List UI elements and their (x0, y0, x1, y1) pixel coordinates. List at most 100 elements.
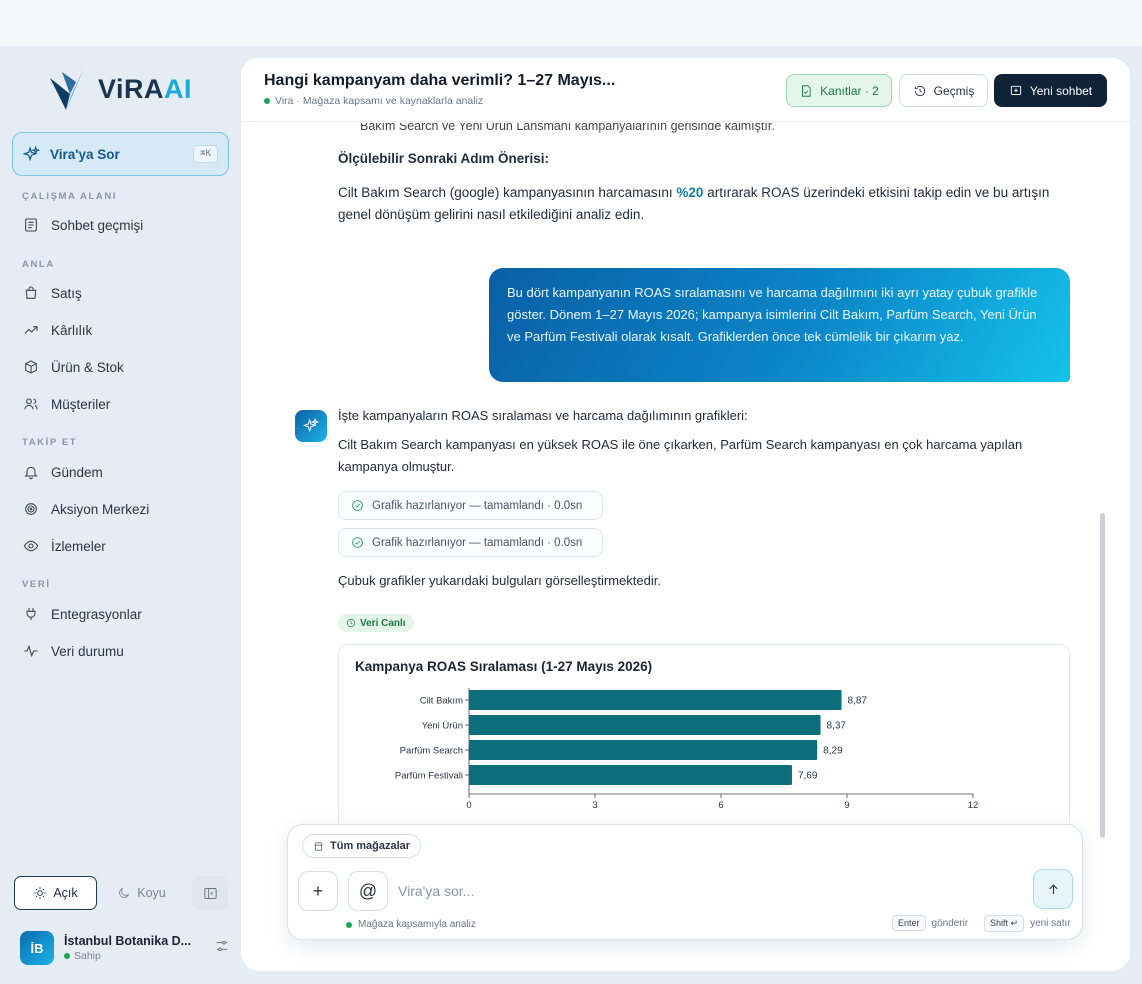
sidebar: ViRAAI Vira'ya Sor ⌘K ÇALIŞMA ALANI Sohb… (0, 46, 240, 984)
sidebar-item-label: Entegrasyonlar (51, 606, 142, 622)
data-label: 8,37 (827, 721, 847, 732)
data-label: 8,29 (823, 746, 843, 757)
user-card[interactable]: İB İstanbul Botanika D... Sahip (20, 928, 230, 968)
status-dot (346, 921, 352, 928)
x-tick-label: 9 (844, 800, 849, 811)
y-tick-label: Parfüm Festivali (395, 771, 463, 782)
sidebar-item-action-center[interactable]: Aksiyon Merkezi (12, 494, 229, 524)
box-icon (25, 360, 37, 374)
ask-vira-button[interactable]: Vira'ya Sor ⌘K (12, 132, 229, 176)
sidebar-item-label: Ürün & Stok (51, 359, 124, 375)
check-circle-icon (352, 537, 363, 548)
chart-title: Kampanya ROAS Sıralaması (1-27 Mayıs 202… (355, 659, 653, 674)
shift-hint-text: yeni satır (1030, 918, 1071, 929)
section-track: TAKİP ET (22, 437, 78, 448)
x-tick-label: 6 (718, 800, 723, 811)
store-scope-chip[interactable]: Tüm mağazalar (302, 834, 422, 858)
section-workspace: ÇALIŞMA ALANI (22, 191, 118, 202)
sidebar-item-integrations[interactable]: Entegrasyonlar (12, 599, 229, 629)
avatar: İB (20, 931, 54, 965)
collapse-sidebar-button[interactable] (192, 876, 228, 910)
sidebar-item-label: Satış (51, 285, 82, 301)
history-icon (914, 85, 925, 96)
mention-button[interactable]: @ (348, 871, 388, 911)
scrollbar[interactable] (1100, 513, 1105, 838)
plus-icon: + (312, 880, 324, 901)
y-tick-label: Parfüm Search (400, 746, 463, 757)
logo-text: ViRAAI (98, 73, 193, 104)
ask-vira-label: Vira'ya Sor (50, 146, 120, 162)
new-chat-icon (1010, 85, 1021, 95)
document-check-icon (802, 84, 811, 97)
store-chip-label: Tüm mağazalar (330, 840, 411, 852)
evidence-button[interactable]: Kanıtlar · 2 (786, 74, 892, 107)
roas-chart-card: Kampanya ROAS Sıralaması (1-27 Mayıs 202… (338, 644, 1070, 823)
data-label: 7,69 (798, 771, 818, 782)
user-role-label: Sahip (74, 950, 101, 962)
tool-status-pill: Grafik hazırlanıyor — tamamlandı · 0.0sn (338, 491, 603, 520)
section-data: VERİ (22, 579, 51, 590)
sidebar-item-label: Gündem (51, 464, 103, 480)
status-dot (264, 98, 270, 104)
pulse-icon (24, 644, 38, 658)
logo: ViRAAI (46, 64, 192, 114)
bot-outro: Çubuk grafikler yukarıdaki bulguları gör… (338, 573, 661, 588)
shortcut-badge: ⌘K (193, 145, 218, 163)
subtitle-text: Vira · Mağaza kapsamı ve kaynaklarla ana… (275, 95, 484, 107)
page-title: Hangi kampanyam daha verimli? 1–27 Mayıs… (264, 72, 616, 89)
x-tick-label: 3 (592, 800, 597, 811)
check-circle-icon (352, 500, 363, 511)
data-label: 8,87 (848, 696, 868, 707)
chart-bar (469, 715, 821, 735)
user-role: Sahip (64, 950, 204, 962)
section-understand: ANLA (22, 259, 55, 270)
bot-intro: İşte kampanyaların ROAS sıralaması ve ha… (338, 408, 748, 423)
enter-hint-text: gönderir (931, 917, 969, 929)
page-subtitle: Vira · Mağaza kapsamı ve kaynaklarla ana… (264, 95, 483, 107)
history-button[interactable]: Geçmiş (899, 74, 988, 107)
enter-key: Enter (892, 915, 926, 931)
arrow-up-icon (1048, 883, 1058, 894)
enter-hint: Enter gönderir (892, 915, 968, 931)
bot-insight: Cilt Bakım Search kampanyası en yüksek R… (338, 437, 1023, 474)
live-badge-label: Veri Canlı (360, 617, 406, 629)
sidebar-item-label: Kârlılık (51, 322, 93, 338)
theme-toggle: Açık Koyu (14, 876, 182, 910)
sidebar-item-label: Müşteriler (51, 396, 111, 412)
sidebar-item-profitability[interactable]: Kârlılık (12, 315, 229, 345)
theme-dark-label: Koyu (137, 886, 166, 900)
chat-header: Hangi kampanyam daha verimli? 1–27 Mayıs… (241, 58, 1130, 122)
settings-sliders-icon[interactable] (214, 938, 230, 959)
plug-icon (26, 608, 36, 620)
user-meta: İstanbul Botanika D... Sahip (64, 934, 204, 962)
shift-hint: Shift ↵ yeni satır (984, 915, 1071, 932)
chat-list-icon (25, 218, 37, 232)
at-sign-icon: @ (358, 880, 378, 901)
eye-icon (23, 540, 39, 552)
theme-light-option[interactable]: Açık (14, 876, 97, 910)
message-input[interactable] (398, 877, 1018, 905)
next-step-text: Cilt Bakım Search (google) kampanyasının… (338, 185, 1050, 222)
sidebar-item-agenda[interactable]: Gündem (12, 457, 229, 487)
chart-bar (469, 690, 842, 710)
y-tick-label: Yeni Ürün (422, 721, 463, 732)
history-label: Geçmiş (933, 83, 975, 98)
new-chat-button[interactable]: Yeni sohbet (994, 74, 1107, 107)
sidebar-item-product-stock[interactable]: Ürün & Stok (12, 352, 229, 382)
sidebar-item-customers[interactable]: Müşteriler (12, 389, 229, 419)
sidebar-item-watchlists[interactable]: İzlemeler (12, 531, 229, 561)
bot-avatar (295, 410, 327, 442)
main-panel: Hangi kampanyam daha verimli? 1–27 Mayıs… (241, 58, 1130, 971)
clock-icon (346, 618, 356, 628)
chat-thread: Bakım Search ve Yeni Ürün Lansmanı kampa… (241, 123, 1130, 823)
shift-enter-key: Shift ↵ (984, 915, 1025, 932)
sidebar-item-sales[interactable]: Satış (12, 278, 229, 308)
sidebar-item-data-status[interactable]: Veri durumu (12, 636, 229, 666)
sparkle-icon (303, 418, 319, 433)
next-step-heading: Ölçülebilir Sonraki Adım Önerisi: (338, 151, 550, 166)
sidebar-item-label: Sohbet geçmişi (51, 217, 144, 233)
sidebar-item-chat-history[interactable]: Sohbet geçmişi (12, 210, 229, 240)
add-attachment-button[interactable]: + (298, 871, 338, 911)
theme-dark-option[interactable]: Koyu (101, 876, 182, 910)
send-button[interactable] (1033, 869, 1073, 909)
